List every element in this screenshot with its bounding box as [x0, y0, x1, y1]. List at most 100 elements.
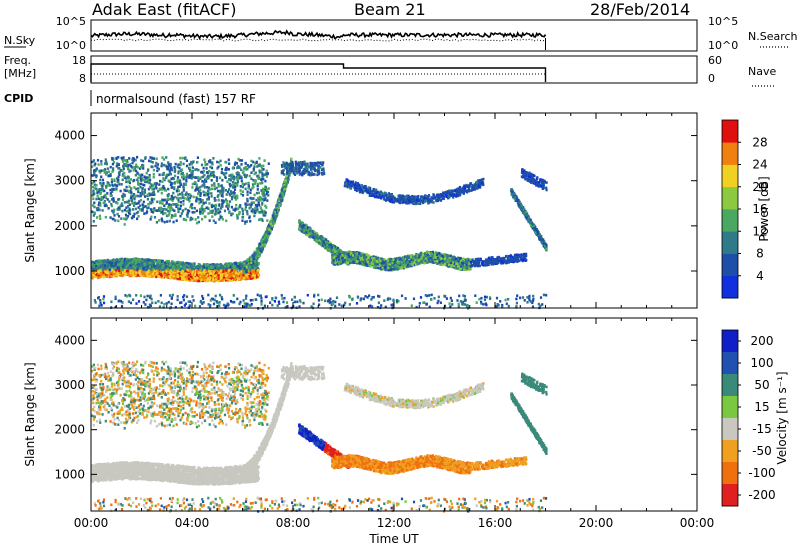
power-cell — [235, 172, 238, 175]
power-cell — [168, 203, 171, 206]
power-cell — [157, 275, 160, 278]
power-cell — [229, 262, 232, 265]
power-cell — [261, 197, 265, 201]
power-cell — [199, 194, 202, 197]
power-cell — [191, 211, 194, 214]
power-cell — [259, 211, 262, 214]
power-cell — [227, 269, 230, 273]
power-cell — [123, 201, 126, 204]
power-cell — [102, 273, 105, 277]
power-cell — [106, 167, 109, 170]
power-cell — [206, 163, 209, 166]
power-cell — [111, 217, 114, 221]
power-cell — [250, 209, 253, 213]
power-cell — [117, 166, 120, 170]
power-cell — [160, 164, 163, 168]
power-cell — [167, 209, 170, 213]
power-cell — [231, 276, 234, 279]
power-cell — [240, 168, 243, 172]
power-cell — [151, 260, 154, 263]
power-cell — [231, 264, 234, 268]
power-cell — [186, 278, 189, 282]
power-cell — [174, 195, 177, 199]
power-cell — [222, 271, 225, 274]
power-cell — [245, 168, 248, 171]
power-cell — [125, 267, 128, 270]
power-cell — [91, 263, 94, 266]
power-cell — [172, 197, 175, 200]
power-cell — [125, 216, 128, 220]
power-cell — [123, 171, 126, 175]
power-cell — [171, 264, 174, 267]
power-cell — [209, 272, 212, 275]
power-cell — [171, 267, 174, 271]
power-cell — [143, 274, 146, 277]
power-cell — [220, 278, 223, 282]
power-cell — [265, 191, 269, 194]
power-cell — [189, 205, 192, 209]
power-cell — [92, 271, 95, 274]
power-cell — [123, 273, 126, 276]
power-cell — [106, 198, 109, 201]
power-cell — [265, 206, 268, 209]
power-cell — [158, 219, 161, 222]
power-cell — [161, 261, 164, 265]
power-cell — [141, 203, 144, 206]
power-cell — [228, 275, 231, 278]
power-cell — [182, 274, 185, 278]
power-cell — [167, 167, 170, 171]
power-cell — [242, 274, 245, 277]
power-cell — [239, 185, 242, 188]
power-cell — [254, 266, 257, 270]
power-cell — [175, 265, 178, 268]
power-cell — [207, 269, 210, 273]
power-cell — [163, 220, 166, 224]
power-cell — [124, 265, 128, 269]
power-cell — [108, 262, 111, 266]
power-cell — [220, 184, 223, 187]
power-cell — [237, 272, 240, 275]
power-cell — [191, 203, 194, 206]
power-cell — [167, 187, 170, 191]
freq-line — [90, 63, 547, 82]
power-cell — [145, 211, 148, 215]
power-cell — [199, 275, 202, 279]
freq-label: Freq. — [4, 54, 31, 67]
power-cell — [136, 217, 139, 221]
power-cell — [131, 268, 134, 271]
power-cell — [208, 202, 211, 205]
power-cell — [219, 164, 222, 167]
power-cell — [179, 268, 182, 272]
power-cell — [92, 204, 95, 207]
power-cell — [159, 267, 162, 271]
power-cell — [241, 194, 245, 197]
power-cell — [123, 257, 126, 261]
power-cell — [166, 220, 169, 223]
power-cell — [225, 269, 228, 272]
power-cell — [225, 168, 228, 171]
power-cell — [139, 269, 143, 272]
power-cell — [155, 182, 158, 185]
power-cell — [103, 261, 106, 265]
power-cell — [170, 274, 173, 278]
power-cell — [252, 254, 255, 258]
power-cell — [270, 227, 273, 230]
power-cell — [202, 265, 205, 269]
cpid-text: normalsound (fast) 157 RF — [96, 92, 256, 106]
power-cell — [208, 270, 212, 273]
power-cell — [231, 277, 234, 281]
power-cell — [149, 258, 152, 262]
power-cell — [197, 197, 200, 201]
power-cell — [178, 196, 182, 200]
power-cell — [177, 171, 180, 175]
power-cell — [142, 200, 145, 204]
power-cell — [160, 191, 163, 195]
power-cell — [131, 271, 135, 274]
power-cell — [256, 275, 260, 279]
power-cell — [210, 263, 213, 266]
power-cell — [169, 197, 172, 201]
power-cell — [151, 161, 154, 164]
power-cell — [203, 272, 206, 275]
power-cell — [196, 187, 199, 191]
power-cell — [246, 193, 249, 196]
